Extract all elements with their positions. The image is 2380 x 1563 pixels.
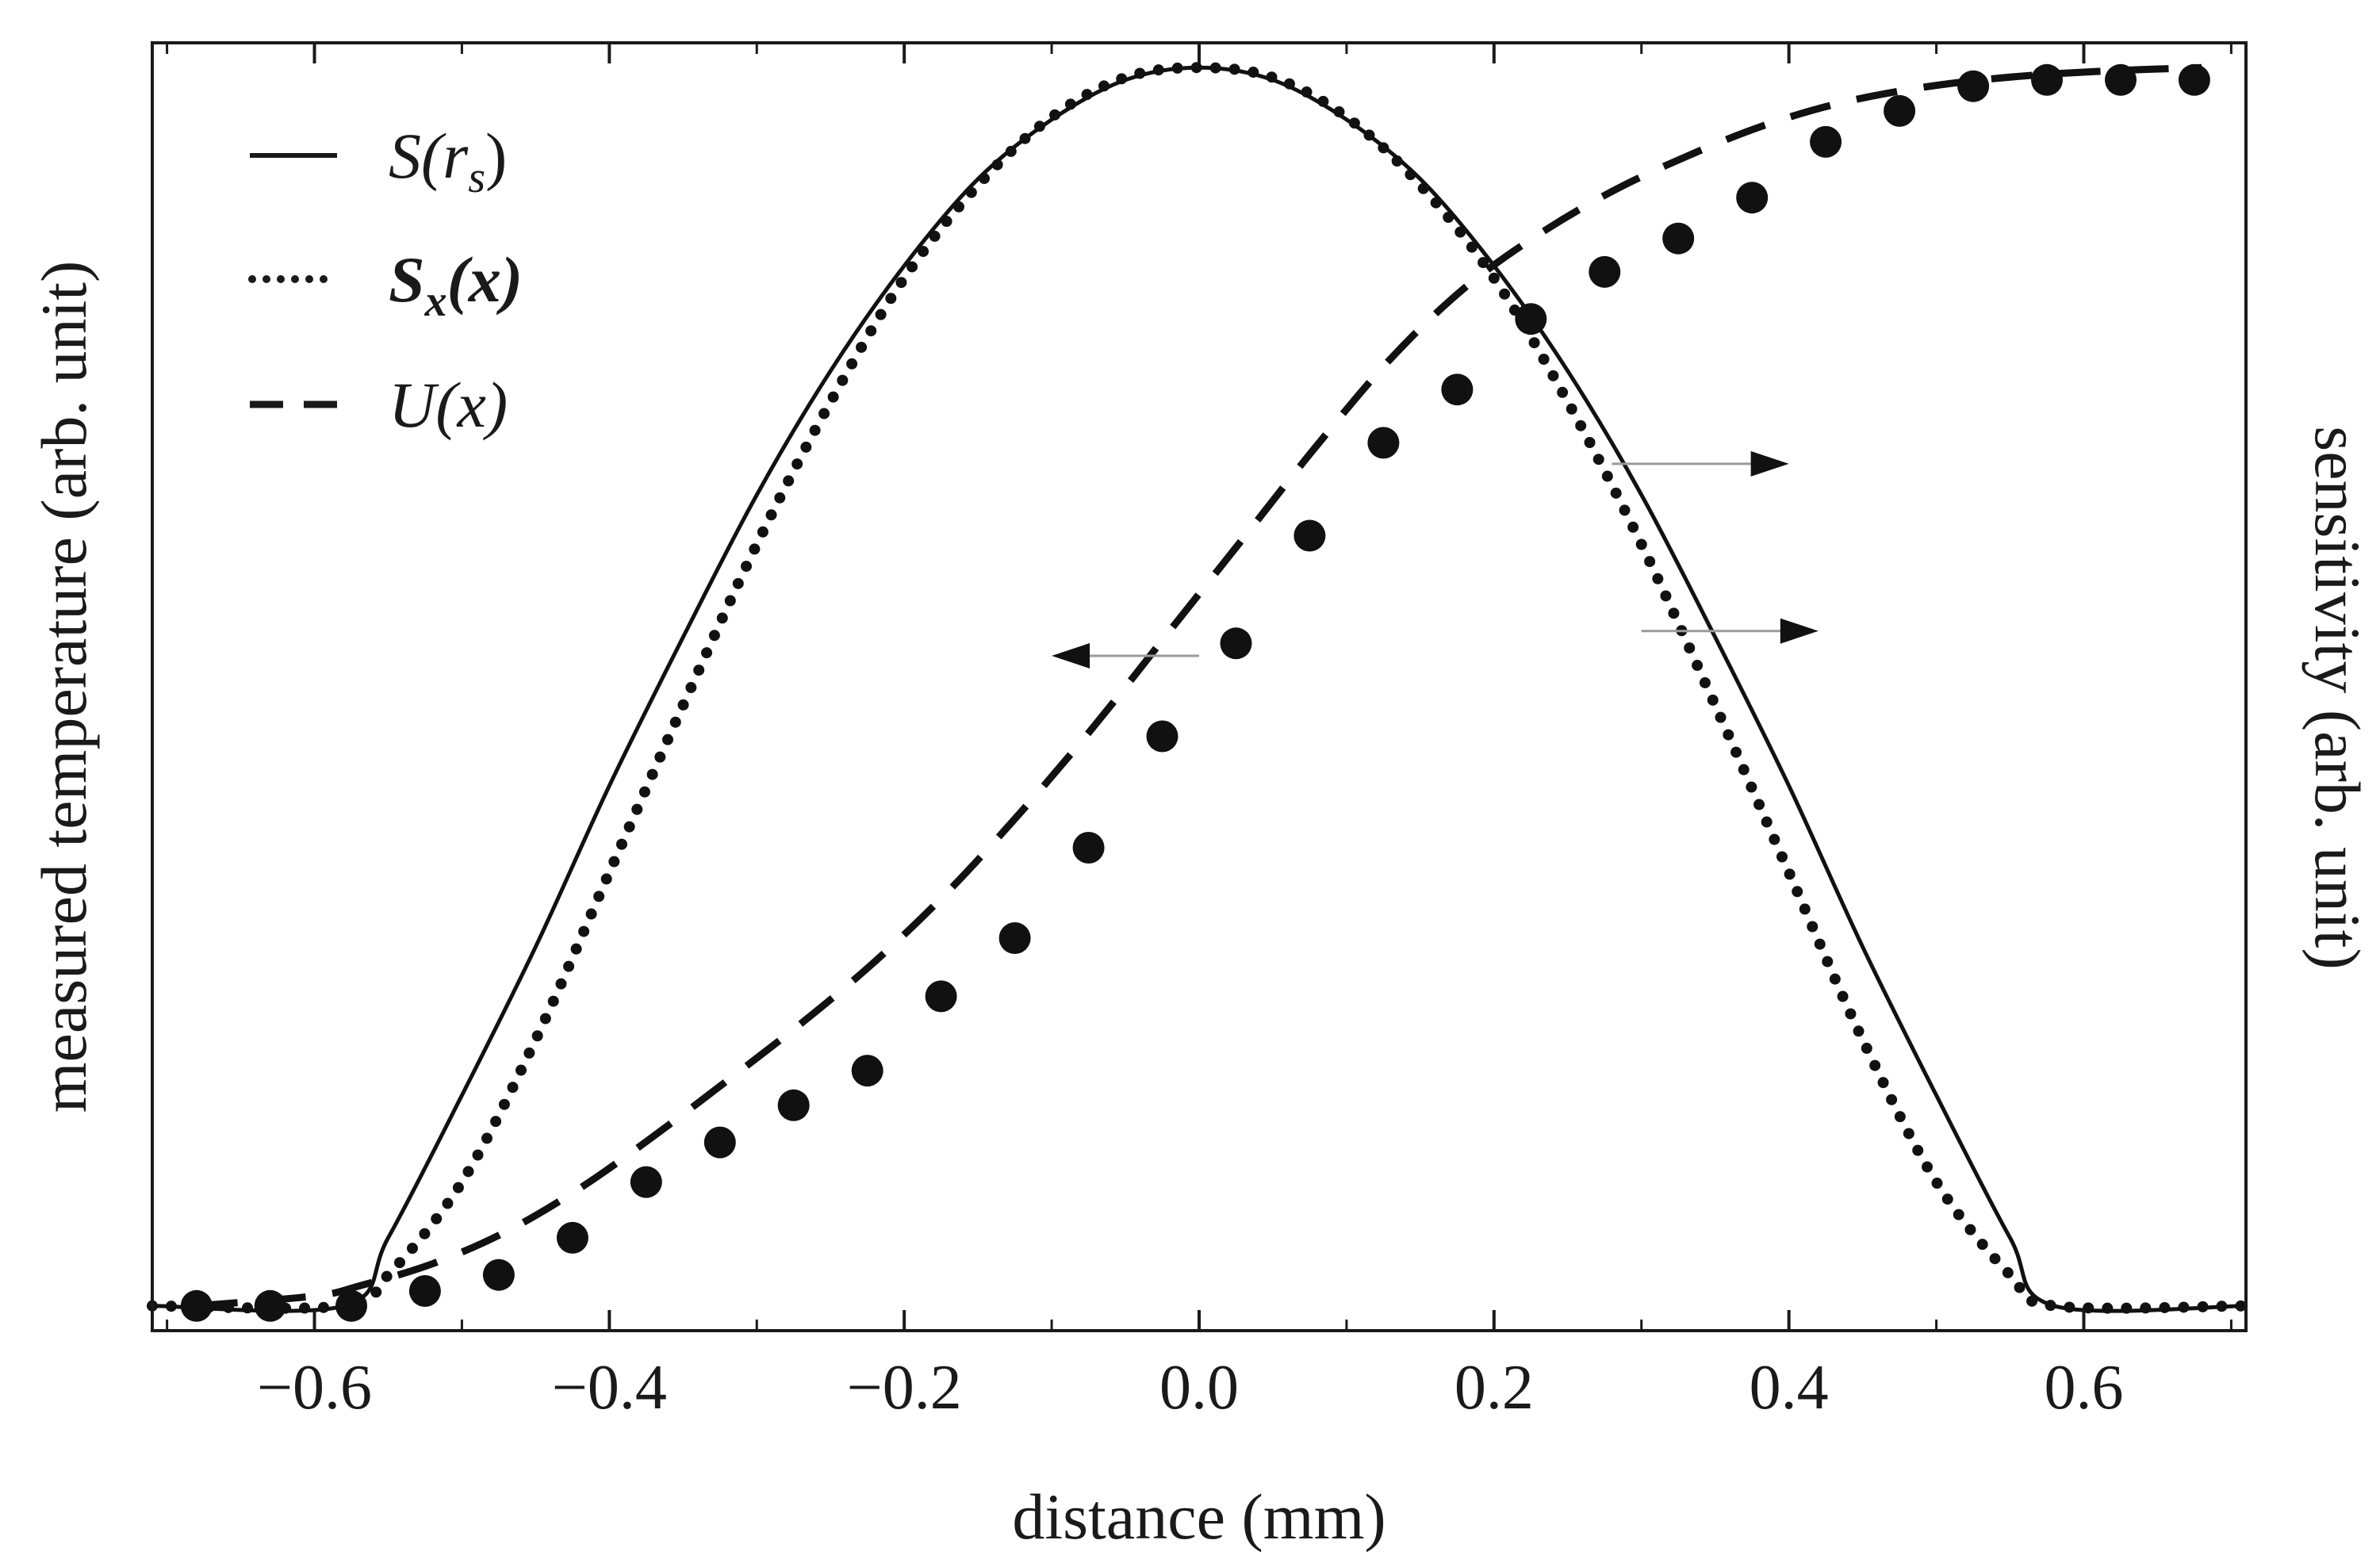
x-tick-label: 0.4 xyxy=(1750,1353,1829,1423)
data-point-1 xyxy=(180,1289,213,1322)
x-tick-label: 0.6 xyxy=(2044,1353,2123,1423)
series-dotted-s-x-x xyxy=(147,62,2252,1314)
annotation-arrow-head xyxy=(1780,618,1819,644)
data-point-27 xyxy=(2105,63,2137,96)
annotation-arrow-1 xyxy=(1052,642,1199,668)
data-point-6 xyxy=(556,1221,588,1254)
left-axis-title: measured temperature (arb. unit) xyxy=(28,261,100,1113)
legend: S(rs) Sx(x) U(x) xyxy=(248,120,523,441)
data-point-14 xyxy=(1146,720,1179,753)
legend-item-s-rs: S(rs) xyxy=(250,120,507,202)
data-point-26 xyxy=(2031,63,2063,96)
annotation-arrow-2 xyxy=(1612,450,1789,477)
data-point-15 xyxy=(1220,627,1252,660)
x-tick-label: −0.2 xyxy=(847,1353,962,1423)
data-point-19 xyxy=(1515,303,1547,335)
annotation-arrow-head xyxy=(1750,450,1789,477)
data-point-9 xyxy=(777,1089,810,1121)
legend-label-s-rs: S(rs) xyxy=(389,120,507,202)
curves-layer xyxy=(147,62,2252,1314)
data-point-17 xyxy=(1367,427,1400,459)
annotation-arrow-3 xyxy=(1641,618,1819,644)
annotation-arrow-head xyxy=(1052,642,1090,668)
data-point-8 xyxy=(703,1126,736,1159)
annotations-layer xyxy=(1052,450,1819,668)
data-point-28 xyxy=(2178,63,2210,96)
x-tick-label: −0.4 xyxy=(552,1353,667,1423)
x-tick-label: 0.2 xyxy=(1454,1353,1534,1423)
data-point-21 xyxy=(1662,222,1695,255)
data-point-10 xyxy=(851,1055,883,1087)
data-point-16 xyxy=(1293,519,1326,552)
x-tick-label: −0.6 xyxy=(257,1353,372,1423)
data-point-22 xyxy=(1736,182,1769,214)
data-point-5 xyxy=(482,1258,515,1291)
legend-label-u: U(x) xyxy=(389,369,508,441)
data-point-23 xyxy=(1810,125,1842,158)
data-point-25 xyxy=(1957,70,1990,102)
data-point-18 xyxy=(1441,374,1474,406)
x-axis-title: distance (mm) xyxy=(1012,1481,1385,1553)
data-point-20 xyxy=(1589,255,1621,288)
data-point-3 xyxy=(335,1289,367,1322)
right-axis-title: sensitivity (arb. unit) xyxy=(2301,426,2374,970)
x-ticks: −0.6 −0.4 −0.2 0.0 0.2 0.4 0.6 xyxy=(166,43,2232,1423)
markers-layer xyxy=(180,63,2210,1322)
legend-item-sx: Sx(x) xyxy=(248,243,523,326)
data-point-2 xyxy=(254,1289,286,1322)
data-point-11 xyxy=(925,980,957,1013)
data-point-24 xyxy=(1884,94,1916,127)
plot-frame xyxy=(151,41,2248,1332)
legend-label-sx: Sx(x) xyxy=(389,243,523,326)
data-point-7 xyxy=(630,1166,662,1198)
legend-item-u: U(x) xyxy=(250,369,508,441)
series-dashed-u-x xyxy=(196,63,2202,1310)
data-point-4 xyxy=(408,1275,441,1307)
data-point-13 xyxy=(1072,832,1105,864)
x-tick-label: 0.0 xyxy=(1159,1353,1239,1423)
data-point-12 xyxy=(998,922,1031,954)
